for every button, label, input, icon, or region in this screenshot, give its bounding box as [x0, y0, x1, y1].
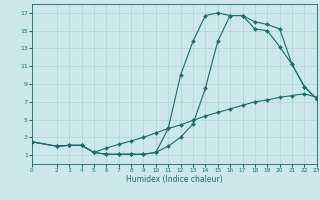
- X-axis label: Humidex (Indice chaleur): Humidex (Indice chaleur): [126, 175, 223, 184]
